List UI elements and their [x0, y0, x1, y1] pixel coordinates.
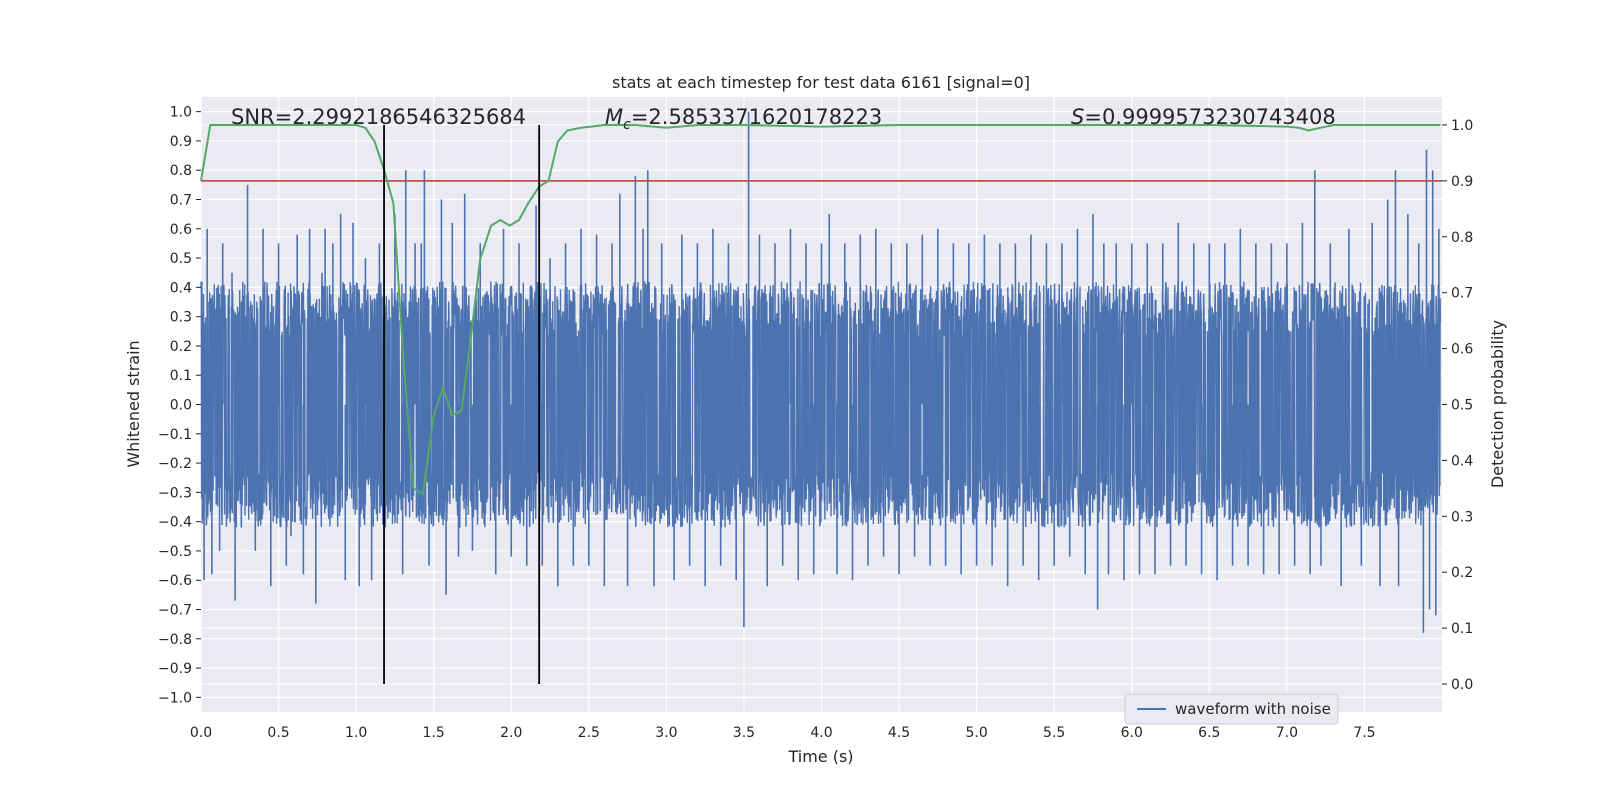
x-tick-label: 5.0	[965, 725, 987, 741]
s-symbol: S	[1071, 105, 1084, 129]
y-tick-label-right: 0.1	[1451, 621, 1473, 637]
y-tick-label-right: 0.9	[1451, 174, 1473, 190]
y-tick-label-left: −1.0	[158, 690, 192, 706]
x-tick-label: 7.5	[1353, 725, 1375, 741]
x-tick-label: 4.0	[810, 725, 832, 741]
y-tick-label-left: 1.0	[170, 105, 192, 121]
y-tick-label-right: 0.0	[1451, 677, 1473, 693]
x-tick-label: 7.0	[1276, 725, 1298, 741]
y-tick-label-left: −0.8	[158, 632, 192, 648]
y-tick-label-right: 0.3	[1451, 509, 1473, 525]
x-axis-label: Time (s)	[787, 747, 853, 766]
x-tick-label: 2.5	[578, 725, 600, 741]
mc-symbol: M	[605, 105, 623, 129]
s-value: =0.9999573230743408	[1084, 105, 1335, 129]
waveform-layer	[200, 111, 1442, 633]
y-tick-label-left: 0.9	[170, 134, 192, 150]
legend: waveform with noise	[1124, 693, 1339, 725]
legend-box	[1124, 693, 1339, 725]
y-tick-label-left: 0.5	[170, 251, 192, 267]
x-tick-label: 0.5	[267, 725, 289, 741]
y-tick-label-right: 0.4	[1451, 453, 1473, 469]
y-tick-label-right: 1.0	[1451, 118, 1473, 134]
y-tick-label-left: −0.7	[158, 603, 192, 619]
y-tick-label-left: 0.3	[170, 310, 192, 326]
y-tick-label-left: 0.1	[170, 368, 192, 384]
y-tick-label-right: 0.7	[1451, 286, 1473, 302]
y-tick-label-left: 0.6	[170, 222, 192, 238]
chirp-mass-annotation: Mc=2.5853371620178223	[605, 105, 882, 133]
mc-value: =2.5853371620178223	[631, 105, 882, 129]
y-axis-label-left: Whitened strain	[124, 340, 143, 467]
y-tick-label-left: −0.1	[158, 427, 192, 443]
y-axis-label-right: Detection probability	[1488, 320, 1507, 488]
prob-layer	[200, 124, 1442, 685]
x-tick-label: 1.5	[423, 725, 445, 741]
x-tick-label: 3.0	[655, 725, 677, 741]
x-tick-label: 6.5	[1198, 725, 1220, 741]
y-tick-label-left: −0.6	[158, 573, 192, 589]
y-tick-label-left: −0.2	[158, 456, 192, 472]
x-tick-label: 5.5	[1043, 725, 1065, 741]
axis-layer: 0.0 0.5 1.0 1.5 2.0 2.5 3.0 3.5 4.0 4.5 5.0 5.5 6.0 6…	[158, 105, 1473, 741]
y-tick-label-right: 0.6	[1451, 342, 1473, 358]
probability-line	[200, 124, 1441, 496]
y-tick-label-right: 0.8	[1451, 230, 1473, 246]
y-tick-label-left: −0.3	[158, 485, 192, 501]
y-tick-label-left: 0.8	[170, 163, 192, 179]
snr-annotation: SNR=2.2992186546325684	[231, 105, 526, 129]
y-tick-label-left: −0.5	[158, 544, 192, 560]
y-tick-label-left: 0.7	[170, 193, 192, 209]
x-tick-label: 3.5	[733, 725, 755, 741]
x-tick-label: 4.5	[888, 725, 910, 741]
mc-subscript: c	[623, 117, 631, 133]
x-tick-label: 1.0	[345, 725, 367, 741]
y-tick-label-right: 0.2	[1451, 565, 1473, 581]
y-tick-label-left: −0.9	[158, 661, 192, 677]
legend-label: waveform with noise	[1175, 700, 1331, 718]
score-annotation: S=0.9999573230743408	[1071, 105, 1336, 129]
y-tick-label-left: 0.4	[170, 280, 192, 296]
y-tick-label-left: 0.2	[170, 339, 192, 355]
x-tick-label: 6.0	[1121, 725, 1143, 741]
y-tick-label-left: 0.0	[170, 398, 192, 414]
chart-title: stats at each timestep for test data 616…	[612, 73, 1030, 92]
y-tick-label-right: 0.5	[1451, 398, 1473, 414]
x-tick-label: 0.0	[190, 725, 212, 741]
x-tick-label: 2.0	[500, 725, 522, 741]
y-tick-label-left: −0.4	[158, 515, 192, 531]
